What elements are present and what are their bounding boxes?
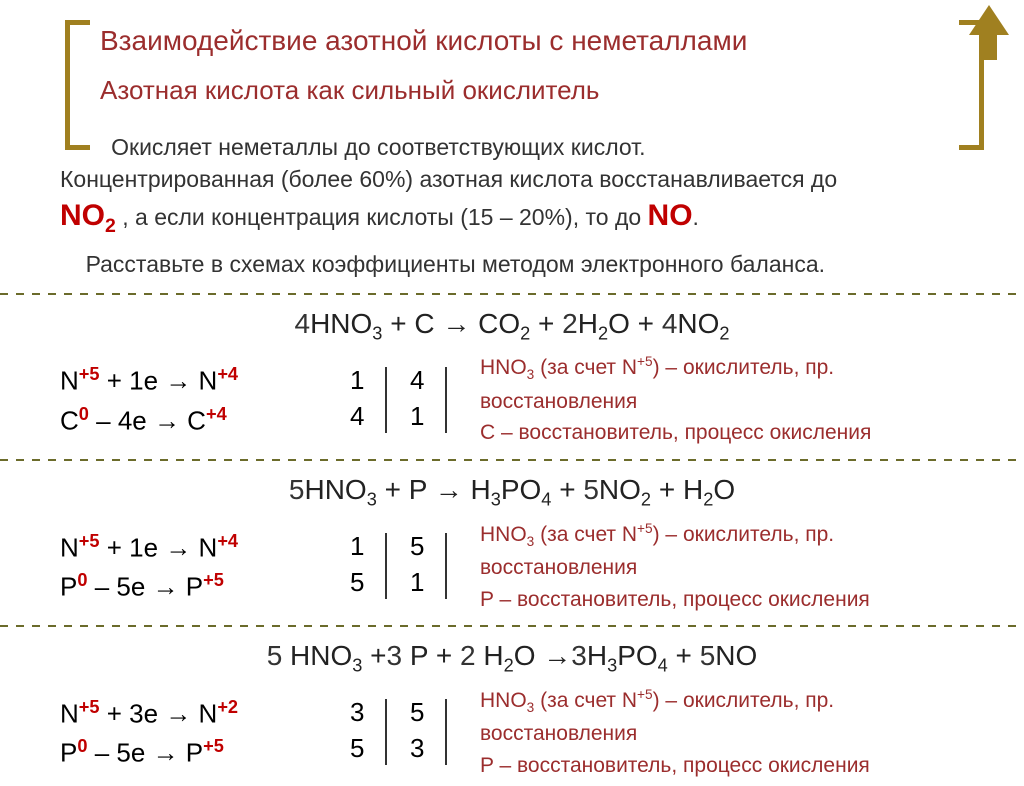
balance-1-nums: 14 41	[340, 365, 480, 437]
balance-2-nums: 15 51	[340, 531, 480, 603]
title-section: Взаимодействие азотной кислоты с неметал…	[0, 0, 1024, 116]
balance-2-eq: N+5 + 1e → N+4 P0 – 5e → P+5	[60, 528, 340, 607]
bracket-right	[959, 20, 984, 150]
intro-line2b: , а если концентрация кислоты (15 – 20%)…	[122, 204, 647, 230]
subtitle: Азотная кислота как сильный окислитель	[100, 75, 964, 106]
intro-line2a: Концентрированная (более 60%) азотная ки…	[60, 166, 837, 192]
balance-2-note: HNO3 (за счет N+5) – окислитель, пр. вос…	[480, 519, 964, 616]
balance-3-nums: 35 53	[340, 697, 480, 769]
divider-3	[0, 625, 1024, 627]
balance-3-eq: N+5 + 3e → N+2 P0 – 5e → P+5	[60, 694, 340, 773]
balance-2: N+5 + 1e → N+4 P0 – 5e → P+5 15 51 HNO3 …	[0, 519, 1024, 621]
balance-1-note: HNO3 (за счет N+5) – окислитель, пр. вос…	[480, 352, 964, 449]
equation-1: 4HNO3 + C → CO2 + 2H2O + 4NO2	[0, 300, 1024, 353]
title-main: Взаимодействие азотной кислоты с неметал…	[100, 25, 964, 57]
equation-2: 5HNO3 + P → H3PO4 + 5NO2 + H2O	[0, 466, 1024, 519]
divider-1	[0, 293, 1024, 295]
balance-3: N+5 + 3e → N+2 P0 – 5e → P+5 35 53 HNO3 …	[0, 685, 1024, 786]
intro-no: NO	[648, 199, 693, 232]
intro-no2: NO2	[60, 199, 116, 232]
divider-2	[0, 459, 1024, 461]
task-line: Расставьте в схемах коэффициенты методом…	[0, 246, 1024, 288]
bracket-left	[65, 20, 90, 150]
equation-3: 5 HNO3 +3 P + 2 H2O →3H3PO4 + 5NO	[0, 632, 1024, 685]
intro-line1: Окисляет неметаллы до соответствующих ки…	[111, 134, 645, 160]
balance-1: N+5 + 1e → N+4 C0 – 4e → C+4 14 41 HNO3 …	[0, 352, 1024, 454]
intro-text: Окисляет неметаллы до соответствующих ки…	[0, 116, 1024, 246]
balance-1-eq: N+5 + 1e → N+4 C0 – 4e → C+4	[60, 361, 340, 440]
